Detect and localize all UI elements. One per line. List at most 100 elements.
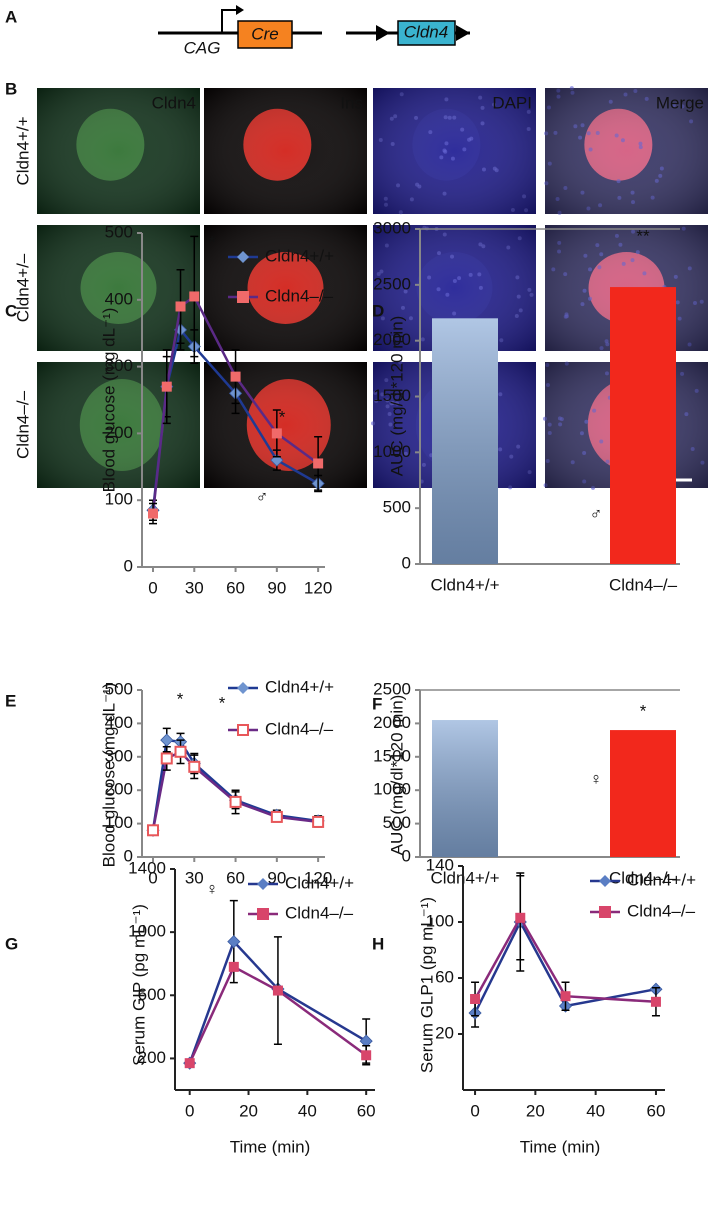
legend-marker	[237, 724, 249, 736]
legend-marker	[599, 875, 611, 887]
annotation: **	[636, 226, 650, 245]
y-tick-label: 1000	[373, 442, 411, 461]
y-tick-label: 500	[105, 679, 133, 698]
panel-letter: F	[372, 694, 382, 713]
x-tick-label: 120	[304, 578, 332, 597]
marker	[313, 458, 324, 469]
marker	[515, 912, 526, 923]
promoter-label: CAG	[184, 38, 221, 57]
x-tick-label: 30	[185, 868, 204, 887]
panel-letter: A	[5, 7, 17, 26]
channel-label: Cldn4	[152, 93, 196, 112]
legend-label: Cldn4–/–	[285, 903, 354, 922]
x-axis-label: Time (min)	[520, 1137, 601, 1156]
vignette	[204, 225, 367, 351]
y-tick-label: 0	[402, 553, 411, 572]
x-tick-label: 0	[148, 868, 157, 887]
panel-letter: C	[5, 301, 17, 320]
marker	[230, 371, 241, 382]
marker	[272, 985, 283, 996]
construct-diagram: A Cre CAG Cldn4	[5, 5, 470, 57]
vignette	[373, 88, 536, 214]
marker	[560, 991, 571, 1002]
x-tick-label: 20	[239, 1101, 258, 1120]
cldn4-box	[397, 20, 456, 46]
legend-label: Cldn4+/+	[627, 870, 696, 889]
panel-letter: B	[5, 79, 17, 98]
gene-label: Cre	[251, 24, 278, 43]
y-tick-label: 0	[124, 846, 133, 865]
series-line	[473, 919, 657, 1014]
legend-label: Cldn4–/–	[265, 286, 334, 305]
loxp-site	[456, 25, 470, 41]
genotype-label: Cldn4–/–	[13, 390, 32, 459]
y-tick-label: 2500	[373, 679, 411, 698]
series-line	[188, 939, 367, 1064]
marker	[147, 824, 160, 837]
panel-letter: D	[372, 301, 384, 320]
promoter-arrow	[221, 9, 236, 33]
y-tick-label: 100	[426, 911, 454, 930]
annotation: *	[209, 232, 216, 251]
y-tick-label: 400	[105, 713, 133, 732]
vignette	[37, 88, 200, 214]
genotype-label: Cldn4+/–	[13, 253, 32, 322]
panel-letter: G	[5, 934, 18, 953]
marker	[312, 815, 325, 828]
y-tick-label: 600	[138, 985, 166, 1004]
panel-letter: E	[5, 691, 16, 710]
y-tick-label: 0	[124, 556, 133, 575]
x-tick-label: 60	[226, 868, 245, 887]
genotype-label: Cldn4+/+	[13, 116, 32, 185]
x-tick-label: Cldn4+/+	[431, 868, 500, 887]
y-tick-label: 3000	[373, 218, 411, 237]
panel-letter: H	[372, 934, 384, 953]
marker	[188, 760, 201, 773]
x-tick-label: 60	[357, 1101, 376, 1120]
marker	[361, 1050, 372, 1061]
marker	[650, 996, 661, 1007]
y-tick-label: 2500	[373, 274, 411, 293]
series-line	[188, 965, 367, 1064]
bar	[610, 287, 676, 564]
legend-label: Cldn4+/+	[285, 873, 354, 892]
x-tick-label: 20	[526, 1101, 545, 1120]
annotation: ♀	[206, 879, 219, 898]
y-tick-label: 0	[402, 846, 411, 865]
x-tick-label: Cldn4–/–	[609, 868, 678, 887]
x-tick-label: 60	[646, 1101, 665, 1120]
legend-label: Cldn4–/–	[265, 719, 334, 738]
x-tick-label: 30	[185, 578, 204, 597]
y-tick-label: 200	[105, 423, 133, 442]
annotation: ♀	[590, 769, 603, 788]
x-axis-label: Time (min)	[230, 1137, 311, 1156]
y-tick-label: 140	[426, 855, 454, 874]
y-tick-label: 1000	[373, 780, 411, 799]
y-tick-label: 300	[105, 356, 133, 375]
marker	[271, 428, 282, 439]
vignette	[204, 362, 367, 488]
marker	[148, 508, 159, 519]
y-tick-label: 1400	[128, 858, 166, 877]
channel-label: Merge	[656, 93, 704, 112]
y-axis-label: Blood glucose (mg dL⁻¹)	[99, 683, 118, 868]
marker	[174, 745, 187, 758]
x-tick-label: 40	[586, 1101, 605, 1120]
legend-marker	[237, 682, 249, 694]
vignette	[37, 225, 200, 351]
y-tick-label: 200	[138, 1048, 166, 1067]
x-tick-label: Cldn4+/+	[431, 575, 500, 594]
y-tick-label: 400	[105, 289, 133, 308]
marker	[189, 291, 200, 302]
marker	[160, 752, 173, 765]
legend-label: Cldn4–/–	[627, 901, 696, 920]
y-axis-label: AUC (mg/dl*120 min)	[387, 695, 406, 856]
y-tick-label: 500	[105, 222, 133, 241]
y-axis-label: Blood glucose (mg dL⁻¹)	[99, 308, 118, 493]
bar-shade	[432, 720, 498, 857]
cre-box	[237, 20, 293, 49]
x-tick-label: 90	[267, 868, 286, 887]
x-tick-label: 0	[148, 578, 157, 597]
target-label: Cldn4	[404, 22, 448, 41]
x-tick-label: 60	[226, 578, 245, 597]
